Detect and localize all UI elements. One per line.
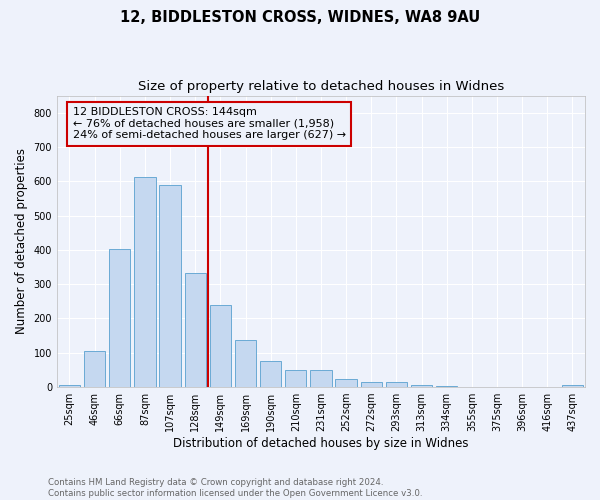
Text: 12, BIDDLESTON CROSS, WIDNES, WA8 9AU: 12, BIDDLESTON CROSS, WIDNES, WA8 9AU: [120, 10, 480, 25]
Text: Contains HM Land Registry data © Crown copyright and database right 2024.
Contai: Contains HM Land Registry data © Crown c…: [48, 478, 422, 498]
Bar: [436, 386, 457, 387]
Bar: [361, 382, 382, 387]
Bar: [235, 340, 256, 387]
Bar: [185, 273, 206, 387]
Title: Size of property relative to detached houses in Widnes: Size of property relative to detached ho…: [138, 80, 504, 93]
Bar: [59, 384, 80, 387]
Bar: [134, 177, 155, 387]
Bar: [260, 361, 281, 387]
Bar: [310, 370, 332, 387]
X-axis label: Distribution of detached houses by size in Widnes: Distribution of detached houses by size …: [173, 437, 469, 450]
Bar: [109, 249, 130, 387]
Bar: [411, 385, 432, 387]
Bar: [209, 306, 231, 387]
Y-axis label: Number of detached properties: Number of detached properties: [15, 148, 28, 334]
Bar: [84, 351, 106, 387]
Bar: [335, 379, 357, 387]
Bar: [562, 384, 583, 387]
Bar: [285, 370, 307, 387]
Bar: [386, 382, 407, 387]
Text: 12 BIDDLESTON CROSS: 144sqm
← 76% of detached houses are smaller (1,958)
24% of : 12 BIDDLESTON CROSS: 144sqm ← 76% of det…: [73, 107, 346, 140]
Bar: [160, 184, 181, 387]
